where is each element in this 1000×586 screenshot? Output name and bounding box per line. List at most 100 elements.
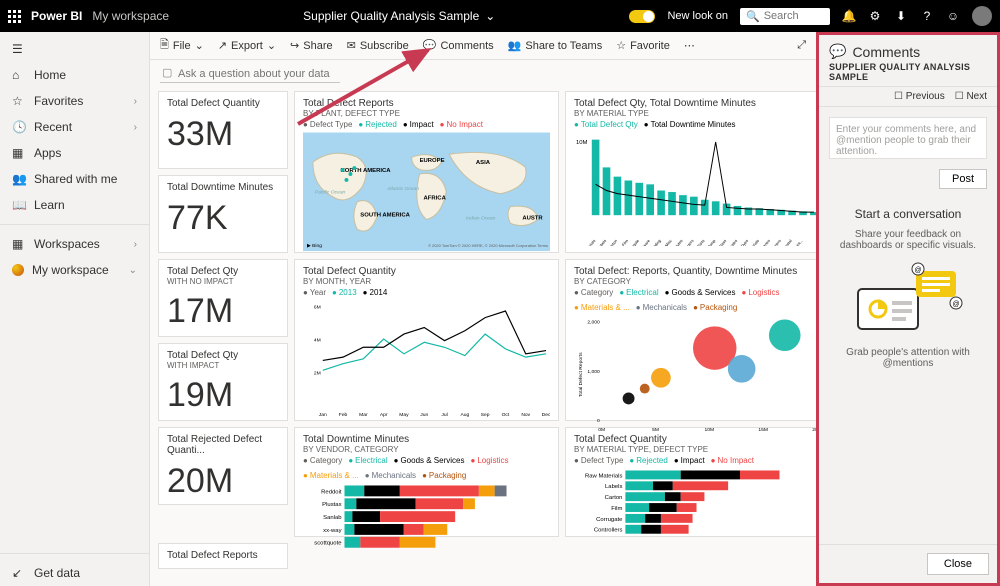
svg-text:Jun: Jun [420, 412, 428, 418]
left-nav: ☰ ⌂Home☆Favorites›🕓Recent›▦Apps👥Shared w… [0, 32, 150, 586]
nav-apps[interactable]: ▦Apps [0, 140, 149, 166]
page-title[interactable]: Supplier Quality Analysis Sample [303, 9, 479, 23]
svg-text:Corrugate: Corrugate [596, 517, 623, 523]
nav-learn[interactable]: 📖Learn [0, 192, 149, 218]
tile-map[interactable]: Total Defect ReportsBY PLANT, DEFECT TYP… [294, 91, 559, 253]
tile-lines[interactable]: Total Defect QuantityBY MONTH, YEARYear2… [294, 259, 559, 421]
home-icon: ⌂ [12, 68, 26, 82]
svg-text:2M: 2M [314, 370, 321, 376]
comments-prev[interactable]: ☐ Previous [894, 91, 945, 102]
avatar[interactable] [972, 6, 992, 26]
svg-text:xx-way: xx-way [323, 528, 341, 534]
nav-myworkspace[interactable]: My workspace ⌄ [0, 257, 149, 283]
nav-home[interactable]: ⌂Home [0, 62, 149, 88]
getdata-icon: ↙ [12, 566, 26, 580]
download-icon[interactable]: ⬇ [894, 9, 908, 23]
tb-favorite[interactable]: ☆Favorite [616, 39, 670, 52]
comments-post-button[interactable]: Post [939, 169, 987, 189]
svg-text:Labels: Labels [605, 484, 622, 490]
tile-hbar-vendor[interactable]: Total Downtime MinutesBY VENDOR, CATEGOR… [294, 427, 559, 537]
tb-export[interactable]: ↗Export ⌄ [218, 39, 276, 52]
workspace-breadcrumb[interactable]: My workspace [92, 9, 169, 23]
svg-text:SOUTH AMERICA: SOUTH AMERICA [360, 212, 410, 218]
svg-text:@: @ [952, 301, 959, 308]
nav-getdata[interactable]: ↙Get data [0, 560, 149, 586]
svg-text:© 2020 TomTom © 2020 HERE, © 2: © 2020 TomTom © 2020 HERE, © 2020 Micros… [428, 243, 548, 248]
tb-expand[interactable]: ⤢ [797, 39, 806, 52]
nav-favorites[interactable]: ☆Favorites› [0, 88, 149, 114]
tb-comments[interactable]: 💬Comments [423, 39, 494, 52]
conv-sub: Share your feedback on dashboards or spe… [833, 229, 983, 251]
tb-subscribe[interactable]: ✉Subscribe [347, 39, 409, 52]
svg-text:Aug: Aug [460, 412, 469, 418]
kpi-impact[interactable]: Total Defect QtyWITH IMPACT19M [158, 343, 288, 421]
notifications-icon[interactable]: 🔔 [842, 9, 856, 23]
main-area: 🗎File ⌄ ↗Export ⌄ ↪Share ✉Subscribe 💬Com… [150, 32, 816, 586]
search-box[interactable]: 🔍 [740, 8, 830, 25]
svg-text:Sep: Sep [481, 412, 490, 418]
tb-file[interactable]: 🗎File ⌄ [160, 36, 204, 55]
kpi-reports[interactable]: Total Defect Reports [158, 543, 288, 569]
chevron-right-icon: › [134, 239, 137, 250]
comments-subtitle: SUPPLIER QUALITY ANALYSIS SAMPLE [829, 62, 987, 82]
svg-text:AFRICA: AFRICA [424, 196, 447, 202]
svg-text:Raw Materials: Raw Materials [577, 238, 597, 246]
comments-close-button[interactable]: Close [927, 553, 989, 575]
kpi-rejected[interactable]: Total Rejected Defect Quanti...20M [158, 427, 288, 505]
comments-title: Comments [852, 44, 920, 60]
svg-text:5M: 5M [652, 427, 659, 433]
chevron-down-icon: ⌄ [129, 265, 137, 276]
share-icon: 👥 [12, 172, 26, 186]
app-launcher-icon[interactable] [8, 10, 21, 23]
ask-input[interactable] [160, 66, 340, 83]
svg-text:ASIA: ASIA [476, 160, 491, 166]
svg-text:4M: 4M [314, 337, 321, 343]
teams-icon: 👥 [508, 39, 522, 52]
chevron-down-icon[interactable]: ⌄ [485, 9, 495, 23]
settings-icon[interactable]: ⚙ [868, 9, 882, 23]
tb-share[interactable]: ↪Share [290, 39, 333, 52]
tile-hbar-material[interactable]: Total Defect QuantityBY MATERIAL TYPE, D… [565, 427, 816, 537]
world-map: NORTH AMERICA EUROPE ASIA SOUTH AMERICA … [303, 131, 550, 253]
svg-text:Mar: Mar [359, 412, 368, 418]
svg-text:May: May [399, 412, 409, 418]
svg-text:Dec: Dec [542, 412, 550, 418]
svg-text:Raw Materials: Raw Materials [585, 473, 622, 479]
nav-recent[interactable]: 🕓Recent› [0, 114, 149, 140]
svg-text:Film: Film [611, 506, 622, 512]
svg-text:Controllers: Controllers [594, 528, 623, 534]
new-look-toggle[interactable] [629, 10, 655, 23]
nav-shared-with-me[interactable]: 👥Shared with me [0, 166, 149, 192]
kpi-downtime[interactable]: Total Downtime Minutes77K [158, 175, 288, 253]
share-icon: ↪ [290, 39, 299, 52]
kpi-total-defect-qty[interactable]: Total Defect Quantity33M [158, 91, 288, 169]
tb-more[interactable]: ⋯ [684, 39, 695, 52]
tile-scatter[interactable]: Total Defect: Reports, Quantity, Downtim… [565, 259, 816, 421]
svg-text:NORTH AMERICA: NORTH AMERICA [341, 168, 392, 174]
workspace-dot-icon [12, 264, 24, 276]
star-icon: ☆ [616, 39, 626, 52]
report-toolbar: 🗎File ⌄ ↗Export ⌄ ↪Share ✉Subscribe 💬Com… [150, 32, 816, 60]
svg-text:Glass: Glass [717, 238, 727, 246]
tile-barline[interactable]: Total Defect Qty, Total Downtime Minutes… [565, 91, 816, 253]
nav-toggle-icon[interactable]: ☰ [0, 36, 149, 62]
export-icon: ↗ [218, 39, 227, 52]
tb-teams[interactable]: 👥Share to Teams [508, 39, 603, 52]
comments-panel: 💬Comments SUPPLIER QUALITY ANALYSIS SAMP… [816, 32, 1000, 586]
svg-text:AUSTR: AUSTR [522, 215, 543, 221]
search-input[interactable] [764, 10, 820, 22]
svg-text:Film: Film [621, 238, 630, 246]
comments-next[interactable]: ☐ Next [955, 91, 987, 102]
comments-input[interactable]: Enter your comments here, and @mention p… [829, 117, 987, 159]
kpi-noimpact[interactable]: Total Defect QtyWITH NO IMPACT17M [158, 259, 288, 337]
apps-icon: ▦ [12, 146, 26, 160]
help-icon[interactable]: ? [920, 9, 934, 23]
mail-icon: ✉ [347, 39, 356, 52]
workspaces-icon: ▦ [12, 237, 26, 251]
svg-text:20M: 20M [812, 427, 816, 433]
svg-text:Apr: Apr [380, 412, 388, 418]
svg-text:Sanlab: Sanlab [323, 515, 342, 521]
feedback-icon[interactable]: ☺ [946, 9, 960, 23]
nav-workspaces[interactable]: ▦Workspaces › [0, 231, 149, 257]
svg-text:6M: 6M [314, 304, 321, 310]
